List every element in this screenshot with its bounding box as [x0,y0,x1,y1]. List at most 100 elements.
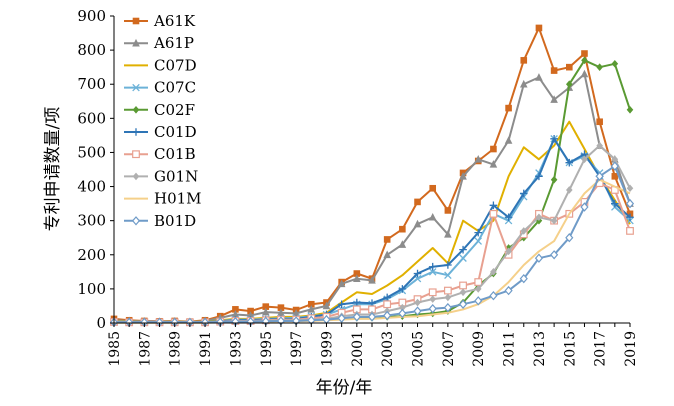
x-tick-label: 1995 [259,331,275,367]
data-point [428,303,437,314]
data-point [611,199,619,208]
legend-marker [132,83,140,92]
legend-label: C02F [154,101,195,119]
data-point [383,300,392,309]
y-tick-label: 900 [77,7,106,25]
x-tick-label: 1987 [137,331,153,367]
data-point [596,118,603,126]
x-tick-label: 1997 [289,331,305,367]
data-point [383,250,391,259]
data-point [535,24,543,32]
data-point [353,298,361,307]
data-point [550,175,558,184]
data-point [611,155,619,164]
data-point [504,285,513,296]
data-point [520,227,528,235]
data-point [610,161,619,171]
data-point [474,285,482,293]
data-point [444,271,452,280]
data-point [534,253,544,263]
series-c07c [110,135,634,327]
legend-marker [132,150,140,159]
x-tick-label: 2005 [411,331,427,367]
data-point [550,135,558,143]
legend-item-h01m: H01M [124,190,202,208]
data-point [535,213,543,222]
legend-marker [132,106,140,114]
data-point [383,293,391,302]
legend-item-a61k: A61K [124,12,196,30]
data-point [474,154,483,163]
legend-label: B01D [154,212,196,230]
x-tick-label: 2007 [441,331,457,367]
legend-item-c01d: C01D [124,123,197,141]
data-point [429,309,437,318]
data-point [429,184,437,192]
y-tick-label: 800 [77,41,106,59]
data-point [581,50,588,57]
data-point [443,286,452,295]
y-tick-label: 400 [77,178,106,196]
data-point [428,268,437,276]
data-point [535,73,543,81]
x-tick-label: 2013 [532,331,548,367]
data-point [307,300,315,308]
data-point [489,160,498,168]
data-point [565,233,574,243]
data-point [550,67,558,74]
series-c01d [110,135,634,327]
data-point [611,173,619,180]
data-point [428,288,437,297]
data-point [520,57,528,64]
legend-label: A61K [153,12,196,30]
data-point [459,281,467,290]
data-point [353,270,361,277]
x-tick-label: 2017 [593,331,609,367]
x-tick-label: 2015 [562,331,578,367]
legend-marker [132,172,140,181]
x-tick-label: 2019 [623,331,639,367]
data-point [550,250,559,260]
data-point [550,95,558,103]
data-point [565,186,573,194]
data-point [581,56,588,65]
x-tick-label: 1985 [107,331,123,367]
data-point [383,236,391,243]
data-point [489,290,498,301]
x-tick-label: 2011 [502,331,518,367]
data-point [444,230,452,238]
data-point [413,306,422,316]
data-point [505,104,512,112]
x-tick-label: 2009 [471,331,487,367]
data-point [277,304,285,311]
data-point [489,201,498,210]
legend-item-g01n: G01N [124,167,198,185]
data-point [414,198,421,206]
data-point [231,310,240,318]
data-point [626,227,634,235]
legend-label: C07C [154,79,196,97]
data-point [504,136,513,144]
data-point [474,296,483,306]
data-point [626,106,634,114]
data-point [262,303,270,310]
data-point [307,305,316,313]
x-tick-label: 1999 [319,331,335,367]
data-point [399,303,406,312]
data-point [337,279,346,288]
legend-item-c02f: C02F [124,101,195,119]
data-point [565,158,574,167]
x-tick-label: 2001 [350,331,366,367]
data-point [580,69,589,78]
legend: A61K A61P C07D C07C C02F C01D C01B G01N H01M B01D [124,12,202,230]
data-point [459,172,467,180]
data-point [626,213,634,222]
y-axis-label: 专利申请数量/项 [43,107,63,232]
y-tick-label: 200 [77,246,106,264]
data-point [443,302,452,313]
data-point [519,189,528,198]
data-point [368,276,376,284]
x-tick-label: 1991 [198,331,214,367]
data-point [383,310,392,321]
